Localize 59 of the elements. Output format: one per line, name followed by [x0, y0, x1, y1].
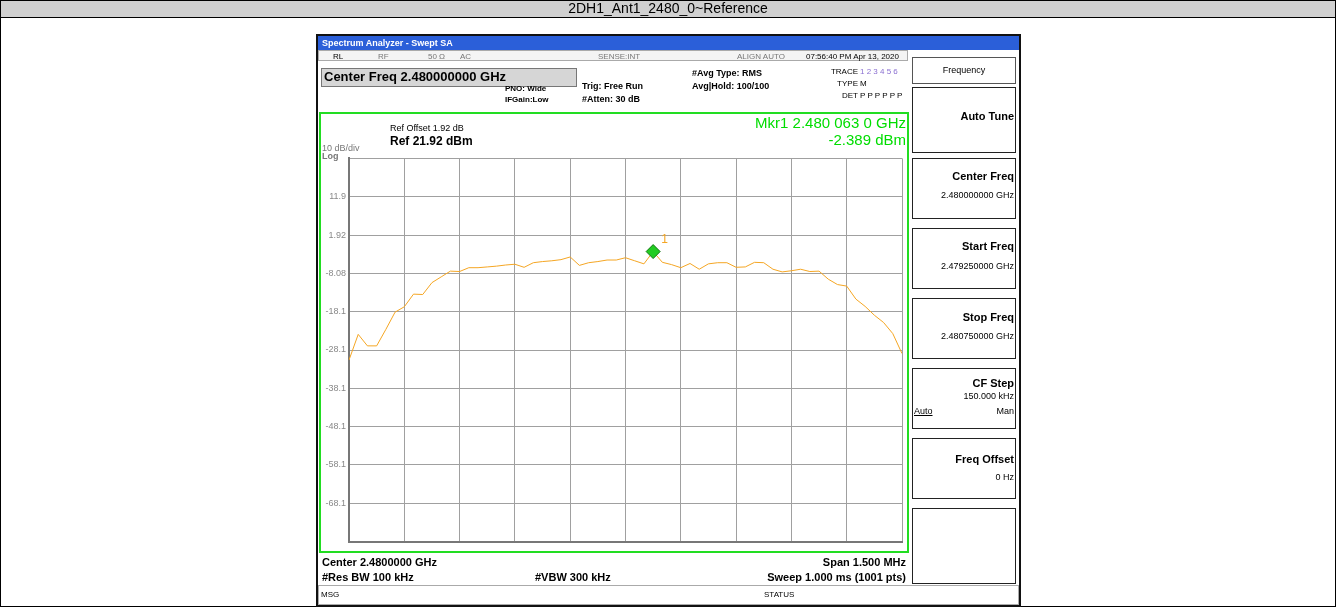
text: DET	[842, 91, 858, 101]
text: IFGain:Low	[505, 95, 549, 105]
text: Spectrum Analyzer - Swept SA	[322, 38, 453, 49]
text: AC	[460, 52, 472, 62]
text: RF	[378, 52, 389, 62]
text: Man	[996, 406, 1014, 417]
text: 50 Ω	[428, 52, 446, 62]
text: 10 dB/div	[322, 143, 360, 153]
text: Stop Freq	[962, 311, 1014, 324]
text: Trig: Free Run	[582, 81, 644, 92]
text: 2.480750000 GHz	[940, 331, 1014, 342]
text: -2.389 dBm	[828, 131, 906, 149]
text: #Avg Type: RMS	[692, 68, 763, 79]
text: P P P P P P	[860, 91, 903, 101]
text: 150.000 kHz	[963, 391, 1014, 402]
text: #Atten: 30 dB	[582, 94, 641, 105]
text: TYPE	[837, 79, 858, 89]
text: Auto Tune	[960, 110, 1014, 123]
text: Ref Offset 1.92 dB	[390, 123, 464, 134]
text: M	[860, 79, 867, 89]
text: Frequency	[941, 65, 987, 76]
y-tick-label: -68.1	[325, 497, 346, 508]
text: TRACE	[830, 67, 858, 77]
text: Mkr1 2.480 063 0 GHz	[755, 114, 906, 132]
chart-title: 2DH1_Ant1_2480_0~Reference	[0, 0, 1336, 18]
text: Start Freq	[962, 240, 1014, 253]
text: MSG	[321, 590, 340, 600]
text: ALIGN AUTO	[737, 52, 785, 62]
text: Ref 21.92 dBm	[390, 134, 473, 149]
text: SENSE:INT	[598, 52, 641, 62]
text: #VBW 300 kHz	[535, 571, 611, 584]
text: Auto	[914, 406, 933, 417]
text: Center 2.4800000 GHz	[322, 556, 437, 569]
text: Freq Offset	[955, 453, 1014, 466]
text: Center Freq 2.480000000 GHz	[321, 68, 577, 87]
text: 1 2 3 4 5 6	[860, 67, 898, 77]
text: CF Step	[972, 377, 1014, 390]
text: 07:56:40 PM Apr 13, 2020	[806, 52, 899, 62]
y-tick-label: -8.08	[325, 267, 346, 278]
y-tick-label: -48.1	[325, 421, 346, 432]
text: Avg|Hold: 100/100	[692, 81, 770, 92]
text: PNO: Wide	[505, 84, 547, 94]
y-tick-label: 1.92	[328, 229, 346, 240]
text: RL	[333, 52, 344, 62]
y-tick-label: -38.1	[325, 382, 346, 393]
text: #Res BW 100 kHz	[322, 571, 414, 584]
text: Sweep 1.000 ms (1001 pts)	[767, 571, 906, 584]
text: Span 1.500 MHz	[822, 556, 906, 569]
y-tick-label: -58.1	[325, 459, 346, 470]
y-tick-label: 11.9	[329, 191, 346, 202]
y-tick-label: -28.1	[325, 344, 346, 355]
text: Log	[322, 151, 339, 162]
text: STATUS	[764, 590, 795, 600]
annotation: 1	[661, 231, 669, 246]
text: 0 Hz	[995, 472, 1014, 483]
text: 2.480000000 GHz	[940, 190, 1014, 201]
text: Center Freq	[952, 170, 1014, 183]
text: 2.479250000 GHz	[940, 261, 1014, 272]
y-tick-label: -18.1	[325, 306, 346, 317]
